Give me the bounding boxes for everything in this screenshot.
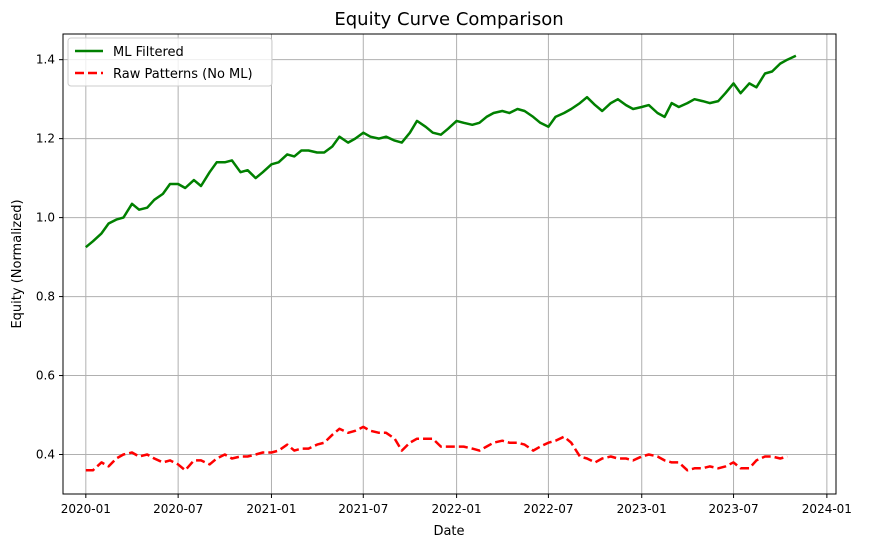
x-tick-label: 2020-01: [61, 502, 111, 516]
plot-area-frame: [62, 33, 837, 495]
series-layer: [85, 54, 797, 472]
x-axis-label: Date: [433, 524, 464, 539]
x-tick-label: 2020-07: [153, 502, 203, 516]
legend: ML Filtered Raw Patterns (No ML): [67, 37, 273, 87]
x-tick-label: 2023-01: [617, 502, 667, 516]
y-tick-label: 1.0: [36, 211, 55, 225]
y-axis-label: Equity (Normalized): [10, 199, 25, 328]
x-tick-label: 2024-01: [802, 502, 852, 516]
x-tick-label: 2023-07: [708, 502, 758, 516]
x-tick-label: 2022-01: [432, 502, 482, 516]
x-tick-label: 2022-07: [523, 502, 573, 516]
grid-lines: [63, 34, 836, 494]
y-tick-label: 1.2: [36, 132, 55, 146]
legend-box: [67, 37, 273, 87]
y-tick-label: 0.8: [36, 290, 55, 304]
series-line-ml-filtered: [85, 54, 797, 249]
chart-title: Equity Curve Comparison: [334, 9, 563, 30]
x-tick-label: 2021-01: [246, 502, 296, 516]
y-tick-label: 1.4: [36, 53, 55, 67]
legend-label-raw-patterns: Raw Patterns (No ML): [113, 67, 253, 82]
x-tick-label: 2021-07: [338, 502, 388, 516]
y-axis: 0.4 0.6 0.8 1.0 1.2 1.4: [36, 53, 63, 462]
legend-label-ml-filtered: ML Filtered: [113, 45, 184, 60]
y-tick-label: 0.4: [36, 448, 55, 462]
x-axis: 2020-01 2020-07 2021-01 2021-07 2022-01 2022-…: [61, 494, 852, 516]
y-tick-label: 0.6: [36, 369, 55, 383]
series-line-raw-patterns: [85, 425, 788, 472]
